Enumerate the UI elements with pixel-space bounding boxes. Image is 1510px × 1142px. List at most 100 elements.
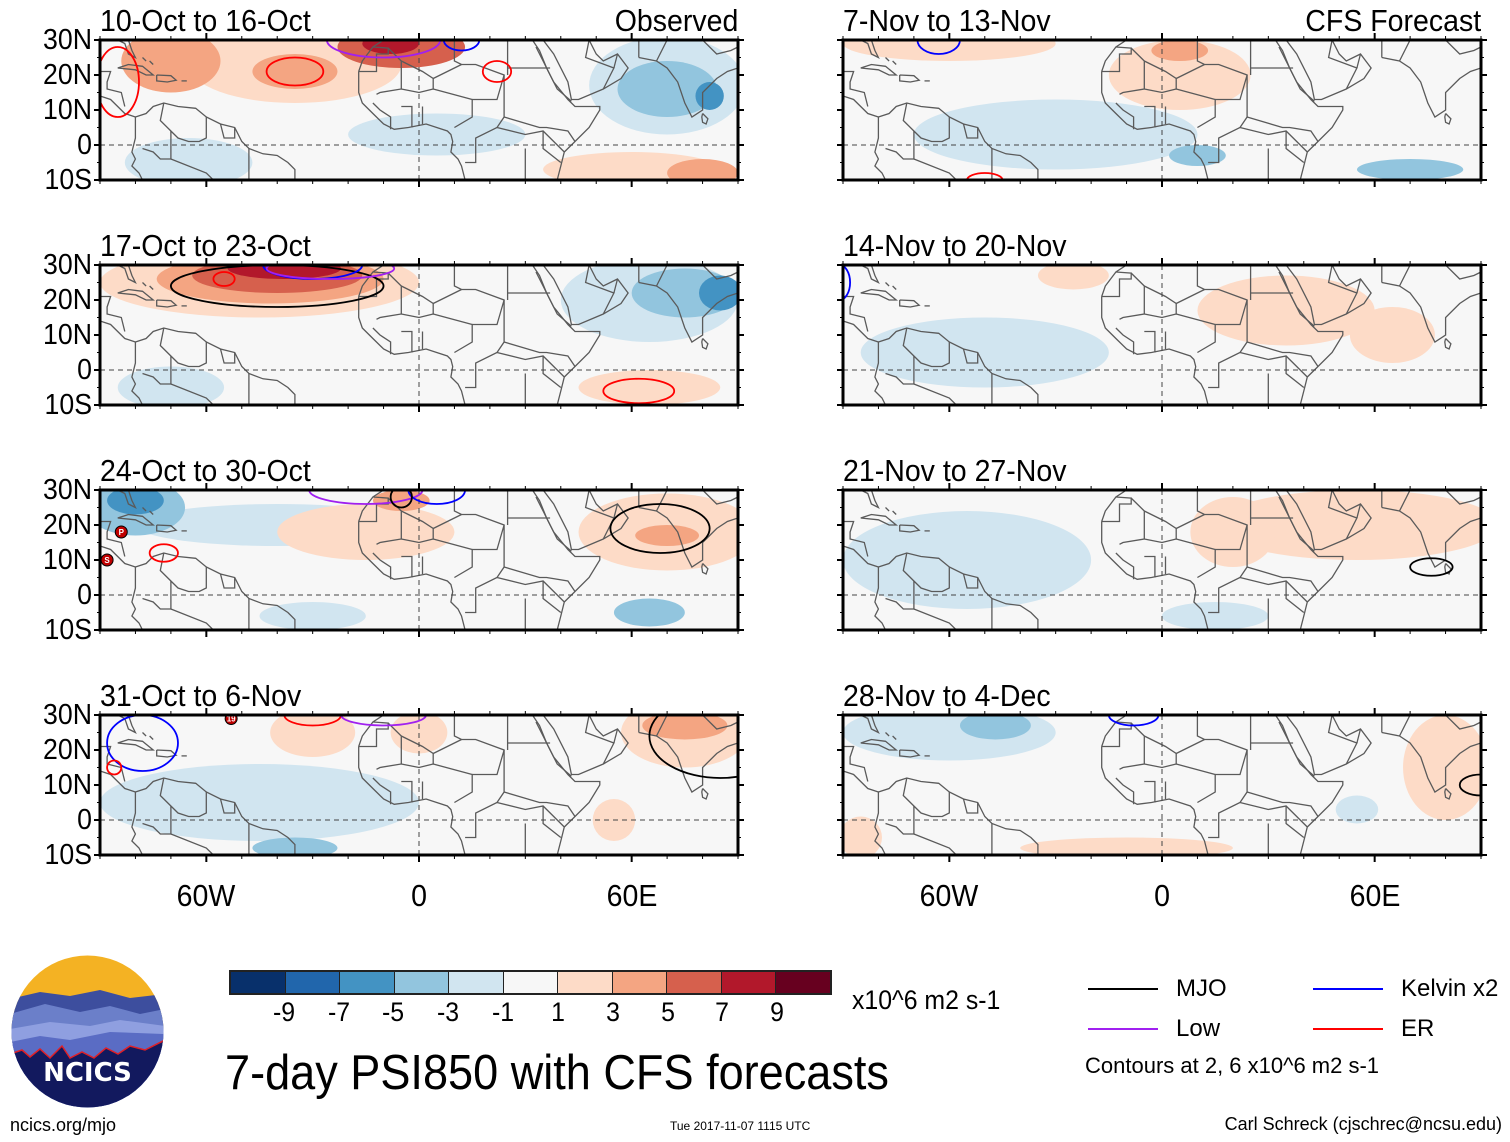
- lat-tick-label: 0: [77, 804, 92, 836]
- map-panel: 19: [94, 708, 744, 862]
- coastline: [1381, 56, 1481, 118]
- coastline: [433, 763, 473, 804]
- lat-tick-label: 20N: [43, 734, 92, 766]
- coastline: [843, 295, 869, 332]
- coastline: [433, 88, 473, 129]
- coastline: [1101, 271, 1132, 298]
- coastline: [1398, 490, 1411, 512]
- coastline: [843, 745, 869, 782]
- site-url-link[interactable]: ncics.org/mjo: [10, 1115, 117, 1135]
- colorbar-swatch: [340, 972, 395, 993]
- coastline: [843, 520, 869, 557]
- coastline: [142, 57, 147, 62]
- negative-anomaly-region: [259, 602, 366, 630]
- coastline: [135, 777, 296, 855]
- coastline: [885, 732, 890, 737]
- lat-tick-label: 20N: [43, 509, 92, 541]
- coastline: [655, 715, 668, 737]
- colorbar-swatch: [776, 972, 831, 993]
- coastline: [1144, 555, 1156, 578]
- coastline: [1101, 490, 1240, 522]
- legend-line-mjo: [1088, 988, 1158, 990]
- coastline: [899, 299, 921, 308]
- coastline: [1176, 763, 1216, 804]
- map-panel: [837, 483, 1487, 637]
- negative-anomaly-region: [913, 99, 1198, 170]
- coastline: [962, 123, 979, 139]
- positive-anomaly-region: [1215, 490, 1481, 560]
- colorbar-swatch: [394, 972, 450, 993]
- coastline: [472, 74, 505, 101]
- tropical-cyclone-icon: S: [100, 553, 114, 567]
- coastline: [472, 749, 505, 776]
- coastline: [149, 285, 154, 290]
- wave-contour: [389, 490, 413, 509]
- lat-tick-label: 10N: [43, 94, 92, 126]
- colorbar-swatch: [503, 972, 559, 993]
- coastline: [962, 573, 979, 589]
- wave-contour: [407, 490, 466, 505]
- coastline: [702, 265, 738, 280]
- ncics-logo: NCICS: [11, 955, 164, 1108]
- coastline: [401, 105, 413, 128]
- coastline: [1444, 788, 1452, 800]
- positive-anomaly-region: [843, 40, 1056, 61]
- coastline: [1196, 490, 1248, 614]
- coastline: [1196, 715, 1248, 839]
- coastline: [219, 798, 236, 814]
- coastline: [701, 338, 709, 350]
- coastline: [219, 348, 236, 364]
- wave-contour: [648, 715, 738, 779]
- positive-anomaly-region: [362, 40, 419, 54]
- coastline: [432, 288, 462, 305]
- negative-anomaly-region: [124, 138, 253, 180]
- coastline: [117, 288, 156, 301]
- map-panel: [94, 33, 744, 187]
- coastline: [1381, 281, 1481, 343]
- tropical-cyclone-icon: P: [114, 525, 128, 539]
- panel-title: 17-Oct to 23-Oct: [100, 228, 311, 263]
- coastline: [1285, 581, 1305, 614]
- negative-anomaly-region: [860, 317, 1109, 388]
- panel-title: 7-Nov to 13-Nov: [843, 3, 1051, 38]
- timestamp: Tue 2017-11-07 1115 UTC: [670, 1119, 811, 1133]
- colorbar-swatch: [285, 972, 341, 993]
- coastline: [535, 271, 572, 327]
- positive-anomaly-region: [252, 54, 338, 89]
- coastline: [432, 738, 462, 755]
- coastline: [1101, 746, 1209, 855]
- coastline: [899, 524, 921, 533]
- coastline: [843, 95, 879, 118]
- coastline: [1285, 265, 1372, 326]
- coastline: [892, 60, 897, 65]
- coastline: [159, 327, 207, 368]
- positive-anomaly-region: [1190, 497, 1276, 567]
- coastline: [535, 721, 572, 777]
- positive-anomaly-region: [1197, 275, 1375, 346]
- colorbar-tick-label: -7: [327, 997, 350, 1027]
- coastline: [1215, 524, 1248, 551]
- coastline: [149, 60, 154, 65]
- coastline: [843, 70, 869, 107]
- coastline: [885, 507, 890, 512]
- coastline: [1285, 715, 1372, 776]
- coastline: [613, 278, 619, 294]
- coastline: [860, 288, 899, 301]
- coastline: [117, 513, 156, 526]
- coastline: [156, 749, 178, 758]
- coastline: [1246, 341, 1319, 367]
- colorbar-tick-label: 3: [605, 997, 620, 1027]
- coastline: [613, 53, 619, 69]
- coastline: [1321, 715, 1358, 765]
- coastline: [1278, 46, 1315, 102]
- negative-anomaly-region: [1356, 159, 1464, 180]
- wave-contour: [308, 490, 424, 505]
- negative-anomaly-region: [699, 275, 738, 311]
- wave-contour: [170, 265, 385, 308]
- coastline: [638, 731, 738, 793]
- wave-contour: [843, 265, 851, 301]
- coastline: [358, 746, 466, 855]
- wave-contour: [265, 56, 325, 87]
- coastline: [701, 788, 709, 800]
- lon-tick-label: 60E: [606, 878, 658, 913]
